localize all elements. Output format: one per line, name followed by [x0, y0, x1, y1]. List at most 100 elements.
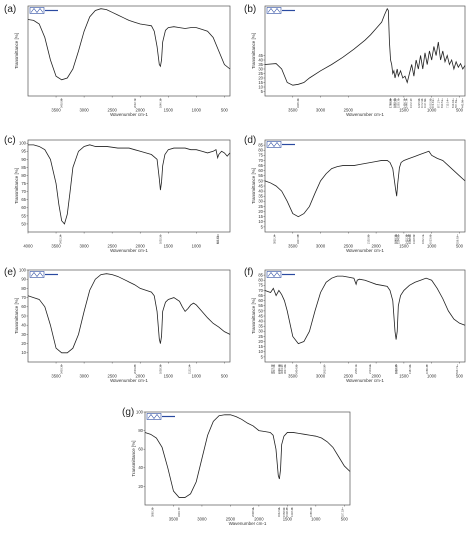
x-tick-label: 3500: [288, 108, 298, 113]
instrument-logo-icon: [266, 7, 295, 14]
peak-label: 1015.52: [429, 98, 433, 108]
peak-label: 1652.30: [393, 98, 397, 108]
peak-label: 1023.02: [428, 234, 432, 244]
x-axis-label-a: Wavenumber cm-1: [110, 112, 148, 117]
plot-frame-d: [264, 139, 466, 233]
y-tick-label: 15: [258, 80, 263, 85]
y-tick-label: 70: [258, 288, 263, 293]
panel-label-e: (e): [4, 267, 16, 278]
peak-label: 2098.56: [251, 507, 255, 517]
peak-label: 3825.24: [273, 234, 277, 244]
y-tick-label: 90: [21, 157, 26, 162]
y-tick-label: 5: [261, 89, 264, 94]
peak-label: 3865.25: [151, 507, 155, 517]
peak-label: 715.14: [445, 100, 449, 108]
x-tick-label: 1000: [192, 108, 202, 113]
y-axis-label-c: Transmittance [%]: [14, 168, 19, 204]
x-tick-label: 1500: [164, 108, 174, 113]
peak-label: 536.92: [455, 236, 459, 244]
y-tick-label: 30: [21, 332, 26, 337]
peak-label: 2925.87: [323, 364, 327, 374]
x-tick-label: 2500: [108, 108, 118, 113]
x-tick-label: 3000: [197, 517, 207, 522]
instrument-logo-icon: [146, 413, 175, 420]
x-tick-label: 3000: [316, 244, 326, 249]
y-tick-label: 20: [258, 75, 263, 80]
y-axis-label-e: Transmittance [%]: [14, 298, 19, 334]
y-tick-label: 25: [258, 334, 263, 339]
y-tick-label: 40: [138, 465, 143, 470]
spectrum-line-a: [27, 8, 231, 81]
peak-label: 3746.70: [277, 364, 281, 374]
instrument-logo-icon: [29, 7, 58, 14]
peak-label: 1593.73: [397, 98, 401, 108]
y-tick-label: 60: [21, 304, 26, 309]
y-tick-label: 40: [258, 189, 263, 194]
peak-label: 609.63: [216, 236, 220, 244]
x-tick-label: 1000: [311, 517, 321, 522]
y-tick-label: 20: [258, 209, 263, 214]
x-tick-label: 3500: [51, 374, 61, 379]
plot-frame-a: [27, 5, 231, 97]
y-tick-label: 55: [258, 173, 263, 178]
y-tick-label: 10: [258, 349, 263, 354]
x-axis-label-f: Wavenumber cm-1: [346, 378, 384, 383]
peak-label: 1642.75: [394, 364, 398, 374]
peak-label: 539.73: [455, 366, 459, 374]
peak-label: 1122.24: [187, 364, 191, 374]
y-tick-label: 30: [258, 66, 263, 71]
peak-label: 527.52: [341, 509, 345, 517]
y-tick-label: 100: [136, 409, 144, 414]
peak-label: 1418.46: [290, 507, 294, 517]
y-tick-label: 85: [258, 273, 263, 278]
panel-label-f: (f): [244, 267, 253, 278]
peak-label: 3727.71: [278, 364, 282, 374]
peak-label: 443.96: [460, 100, 464, 108]
x-tick-label: 1500: [399, 244, 409, 249]
y-tick-label: 35: [258, 62, 263, 67]
y-tick-label: 15: [258, 214, 263, 219]
y-tick-label: 55: [258, 303, 263, 308]
y-tick-label: 50: [258, 178, 263, 183]
x-tick-label: 2500: [108, 374, 118, 379]
y-axis-label-b: Transmittance [%]: [251, 33, 256, 69]
x-axis-label-b: Wavenumber cm-1: [346, 112, 384, 117]
x-tick-label: 1000: [427, 108, 437, 113]
x-tick-label: 3500: [288, 374, 298, 379]
y-tick-label: 20: [21, 341, 26, 346]
peak-label: 1508.45: [285, 507, 289, 517]
plot-frame-e: [27, 269, 231, 363]
spectrum-line-g: [144, 414, 351, 498]
plot-frame-c: [27, 139, 231, 233]
peak-label: 810.51: [440, 100, 444, 108]
spectrum-line-f: [264, 275, 466, 345]
y-tick-label: 80: [21, 286, 26, 291]
peak-label: 3403.77: [177, 507, 181, 517]
y-tick-label: 25: [258, 71, 263, 76]
x-tick-label: 2000: [371, 374, 381, 379]
y-tick-label: 30: [258, 329, 263, 334]
y-tick-label: 65: [21, 197, 26, 202]
y-tick-label: 15: [258, 344, 263, 349]
y-tick-label: 25: [258, 204, 263, 209]
peak-label: 877.27: [436, 100, 440, 108]
peak-label: 3403.30: [59, 364, 63, 374]
y-tick-label: 40: [21, 323, 26, 328]
y-tick-label: 50: [21, 313, 26, 318]
x-tick-label: 3000: [316, 374, 326, 379]
peak-label: 2093.85: [133, 364, 137, 374]
spectrum-line-e: [27, 273, 231, 354]
panel-label-g: (g): [122, 407, 134, 418]
peak-label: 1452.38: [404, 234, 408, 244]
peak-label: 1413.18: [407, 234, 411, 244]
y-tick-label: 50: [21, 221, 26, 226]
peak-label: 2135.82: [366, 234, 370, 244]
x-tick-label: 2500: [344, 374, 354, 379]
x-tick-label: 500: [456, 108, 464, 113]
panel-c: (c) Transmittance [%] Wavenumber cm-1 4000 3…: [4, 135, 231, 253]
